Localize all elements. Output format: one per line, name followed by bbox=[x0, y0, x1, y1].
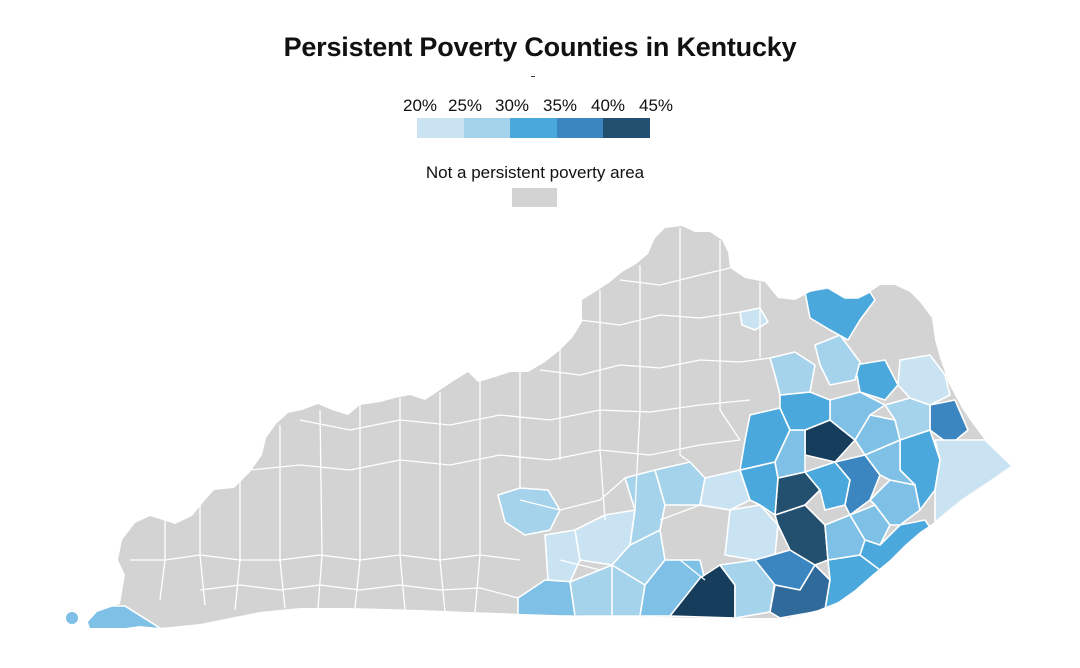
non-poverty-legend-label: Not a persistent poverty area bbox=[425, 163, 645, 182]
legend-label-40: 40% bbox=[590, 96, 626, 115]
legend-label-30: 30% bbox=[494, 96, 530, 115]
legend-swatch-25-30 bbox=[463, 118, 510, 138]
legend-label-45: 45% bbox=[638, 96, 674, 115]
county-menifee bbox=[779, 391, 831, 431]
county-clay bbox=[774, 504, 829, 566]
poverty-rate-legend: 20% 25% 30% 35% 40% 45% bbox=[400, 96, 680, 146]
legend-label-25: 25% bbox=[447, 96, 483, 115]
county-boundaries bbox=[130, 228, 771, 613]
legend-swatch-30-35 bbox=[510, 118, 557, 138]
legend-tick-mark bbox=[531, 76, 535, 77]
persistent-poverty-counties bbox=[88, 287, 1012, 628]
county-far-southeast bbox=[934, 439, 1012, 523]
county-perry bbox=[849, 504, 891, 546]
legend-swatch-20-25 bbox=[417, 118, 464, 138]
county-lawrence bbox=[897, 354, 951, 406]
county-bath-area bbox=[769, 351, 816, 396]
legend-label-35: 35% bbox=[542, 96, 578, 115]
legend-label-20: 20% bbox=[402, 96, 438, 115]
legend-swatch-40-45 bbox=[603, 118, 650, 138]
county-elliott bbox=[854, 359, 899, 401]
non-poverty-legend-swatch bbox=[512, 188, 557, 207]
map-title: Persistent Poverty Counties in Kentucky bbox=[283, 32, 797, 62]
legend-swatch-35-40 bbox=[556, 118, 603, 138]
county-butler-area bbox=[497, 487, 561, 536]
county-robertson bbox=[739, 307, 769, 331]
legend-swatches bbox=[417, 118, 650, 138]
kentucky-bend-fragment bbox=[66, 612, 78, 624]
county-south-central-1 bbox=[544, 529, 581, 583]
county-rockcastle-area bbox=[699, 469, 751, 511]
county-lewis bbox=[804, 287, 876, 341]
